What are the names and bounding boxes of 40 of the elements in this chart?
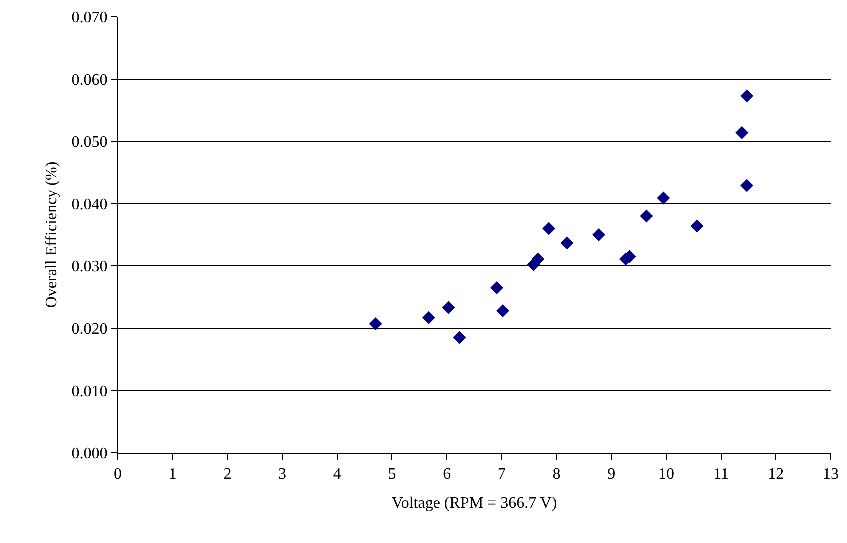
point — [542, 222, 556, 236]
y-tick-label: 0.040 — [72, 196, 108, 214]
x-tick-label: 5 — [388, 466, 396, 484]
point — [560, 236, 574, 250]
y-tick-label: 0.020 — [72, 321, 108, 338]
x-tick-label: 2 — [224, 466, 232, 484]
x-tick-label: 1 — [168, 466, 177, 484]
point — [532, 252, 545, 266]
x-tick-label: 8 — [552, 466, 561, 484]
point — [736, 126, 749, 140]
x-tick-label: 10 — [658, 466, 674, 484]
x-tick-label: 13 — [823, 466, 839, 484]
x-tick-label: 11 — [714, 466, 730, 484]
point — [453, 331, 466, 344]
y-tick-label: 0.050 — [72, 134, 108, 152]
point — [592, 228, 606, 242]
point — [369, 318, 382, 331]
x-tick-label: 9 — [608, 466, 616, 484]
point — [690, 220, 704, 233]
point — [422, 311, 436, 324]
y-tick-label: 0.000 — [72, 446, 108, 463]
y-axis-title: Overall Efficiency (%) — [44, 162, 61, 308]
point — [740, 179, 754, 192]
y-tick-label: 0.030 — [72, 258, 108, 276]
x-axis-title: Voltage (RPM = 366.7 V) — [392, 494, 558, 512]
x-tick-label: 7 — [498, 466, 506, 484]
y-tick-label: 0.060 — [72, 72, 108, 89]
x-tick-label: 12 — [768, 466, 784, 484]
point — [657, 192, 670, 205]
x-tick-label: 0 — [114, 466, 122, 484]
point — [490, 281, 504, 294]
point — [442, 301, 456, 314]
x-tick-label: 6 — [443, 466, 452, 484]
x-tick-label: 4 — [333, 466, 342, 484]
point — [640, 210, 654, 223]
point — [496, 304, 510, 318]
y-tick-label: 0.070 — [72, 10, 108, 27]
point — [740, 90, 754, 103]
x-tick-label: 3 — [278, 466, 287, 484]
y-tick-label: 0.010 — [72, 383, 108, 400]
